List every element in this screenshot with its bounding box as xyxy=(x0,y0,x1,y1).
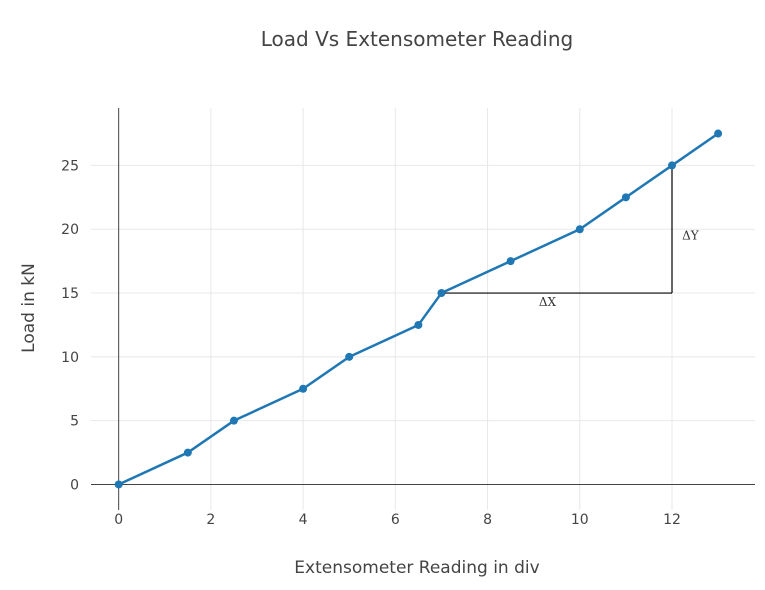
data-point xyxy=(183,448,192,457)
x-tick-label: 0 xyxy=(114,512,123,528)
y-tick-label: 0 xyxy=(70,477,79,493)
x-tick-label: 10 xyxy=(571,512,589,528)
data-point xyxy=(714,129,723,138)
y-tick-label: 20 xyxy=(61,222,79,238)
x-tick-label: 6 xyxy=(391,512,400,528)
data-point xyxy=(414,320,423,329)
data-series xyxy=(114,129,723,489)
annotations: ΔX ΔY xyxy=(539,229,700,309)
data-point xyxy=(114,480,123,489)
delta-label: ΔY xyxy=(682,229,700,243)
x-axis-title: Extensometer Reading in div xyxy=(294,558,539,578)
data-point xyxy=(575,225,584,234)
y-tick-label: 25 xyxy=(61,158,79,174)
delta-label: ΔX xyxy=(539,295,557,309)
x-tick-label: 2 xyxy=(206,512,215,528)
axes xyxy=(91,108,755,510)
guide-lines xyxy=(441,165,673,294)
chart-title: Load Vs Extensometer Reading xyxy=(261,27,573,51)
x-tick-label: 12 xyxy=(663,512,681,528)
data-point xyxy=(299,384,308,393)
data-point xyxy=(437,289,446,298)
y-axis-title: Load in kN xyxy=(19,263,39,353)
data-point xyxy=(621,193,630,202)
data-point xyxy=(668,161,676,170)
x-tick-label: 8 xyxy=(483,512,492,528)
y-tick-label: 10 xyxy=(61,350,79,366)
y-tick-label: 5 xyxy=(70,414,79,430)
series-line xyxy=(118,132,719,486)
x-tick-label: 4 xyxy=(299,512,308,528)
data-point xyxy=(506,257,515,266)
tick-labels: 0 2 4 6 8 10 12 0 5 10 15 20 25 xyxy=(61,158,681,528)
data-point xyxy=(345,352,354,361)
data-point xyxy=(229,416,238,425)
y-tick-label: 15 xyxy=(61,286,79,302)
